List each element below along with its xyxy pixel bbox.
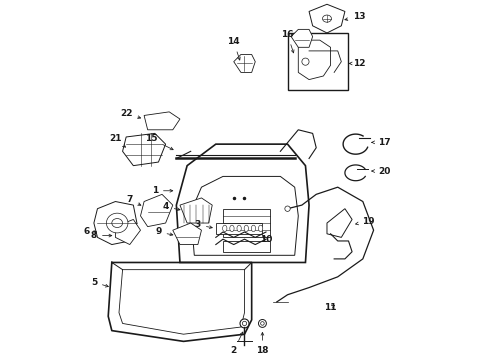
Polygon shape <box>176 144 308 262</box>
Ellipse shape <box>322 15 331 22</box>
Text: 9: 9 <box>155 228 172 237</box>
Polygon shape <box>94 202 137 244</box>
Polygon shape <box>190 176 298 255</box>
Polygon shape <box>308 4 344 33</box>
Ellipse shape <box>258 319 266 327</box>
Ellipse shape <box>242 321 246 325</box>
Ellipse shape <box>260 321 264 325</box>
Text: 17: 17 <box>371 138 390 147</box>
Text: 4: 4 <box>162 202 180 211</box>
Ellipse shape <box>112 219 122 228</box>
Polygon shape <box>326 209 351 237</box>
Polygon shape <box>290 30 312 47</box>
Ellipse shape <box>285 206 290 211</box>
Polygon shape <box>172 223 201 244</box>
Ellipse shape <box>106 213 128 233</box>
Text: 18: 18 <box>256 332 268 355</box>
Text: 3: 3 <box>194 220 212 229</box>
Polygon shape <box>223 209 269 237</box>
Text: 12: 12 <box>348 59 365 68</box>
Ellipse shape <box>258 225 262 231</box>
Text: 8: 8 <box>91 231 112 240</box>
Text: 2: 2 <box>230 332 243 355</box>
Ellipse shape <box>251 225 255 231</box>
Text: 22: 22 <box>120 109 141 118</box>
Ellipse shape <box>244 225 248 231</box>
Ellipse shape <box>222 225 226 231</box>
Polygon shape <box>144 112 180 130</box>
Text: 5: 5 <box>91 278 108 287</box>
Polygon shape <box>215 223 262 234</box>
Text: 13: 13 <box>344 12 365 21</box>
Ellipse shape <box>237 225 241 231</box>
Text: 16: 16 <box>281 30 293 53</box>
Polygon shape <box>298 40 330 80</box>
Text: 15: 15 <box>145 134 173 150</box>
Text: 21: 21 <box>109 134 125 147</box>
Text: 19: 19 <box>355 217 374 226</box>
Polygon shape <box>180 198 212 223</box>
Text: 14: 14 <box>227 37 240 60</box>
Polygon shape <box>223 241 269 252</box>
Polygon shape <box>122 134 165 166</box>
Text: 10: 10 <box>259 235 272 244</box>
Ellipse shape <box>240 319 248 328</box>
Ellipse shape <box>229 225 234 231</box>
Bar <box>287 33 348 90</box>
Text: 6: 6 <box>83 228 97 237</box>
Ellipse shape <box>301 58 308 65</box>
Polygon shape <box>115 220 140 244</box>
Text: 7: 7 <box>126 195 141 205</box>
Polygon shape <box>140 194 172 226</box>
Polygon shape <box>233 54 255 72</box>
Text: 1: 1 <box>151 186 172 195</box>
Text: 11: 11 <box>324 303 336 312</box>
Text: 20: 20 <box>371 167 390 176</box>
